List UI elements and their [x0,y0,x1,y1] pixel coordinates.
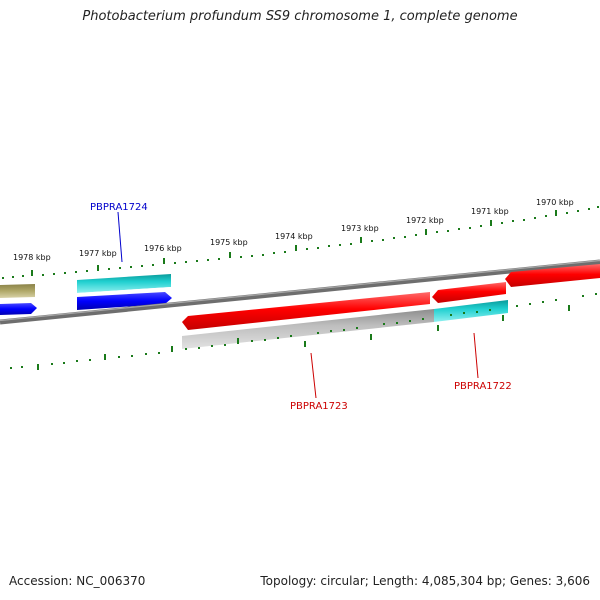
olive-feature[interactable] [0,284,35,298]
reverse-gene-arrow[interactable] [77,292,172,310]
map-title: Photobacterium profundum SS9 chromosome … [82,9,518,24]
scale-label: 1973 kbp [341,224,379,233]
scale-label: 1978 kbp [13,253,51,262]
gray-feature[interactable] [182,309,434,349]
scale-labels: 1978 kbp 1977 kbp 1976 kbp 1975 kbp 1974… [13,198,574,262]
scale-label: 1970 kbp [536,198,574,207]
scale-label: 1971 kbp [471,207,509,216]
scale-label: 1976 kbp [144,244,182,253]
forward-gene-arrow[interactable] [432,282,506,303]
reverse-gene-arrow[interactable] [0,303,37,315]
gene-label-leader [117,211,123,263]
cyan-feature[interactable] [434,300,508,322]
scale-label: 1972 kbp [406,216,444,225]
forward-gene-arrow[interactable] [182,292,430,330]
genome-backbone [0,259,600,325]
scale-label: 1975 kbp [210,238,248,247]
gene-label-leader [473,332,479,379]
gene-label-pbpra1722[interactable]: PBPRA1722 [454,381,512,392]
cyan-feature[interactable] [77,274,171,293]
genome-backbone-highlight [0,259,600,322]
accession-text: Accession: NC_006370 [9,574,146,588]
scale-label: 1974 kbp [275,232,313,241]
white-gap-stripe [77,287,171,296]
gene-label-leader [310,352,317,399]
inner-tick-ring [10,293,597,370]
forward-gene-arrow[interactable] [505,264,600,287]
genome-summary-text: Topology: circular; Length: 4,085,304 bp… [260,574,590,588]
gene-label-pbpra1724[interactable]: PBPRA1724 [90,202,148,213]
gene-label-pbpra1723[interactable]: PBPRA1723 [290,401,348,412]
outer-tick-ring [2,206,599,279]
scale-label: 1977 kbp [79,249,117,258]
